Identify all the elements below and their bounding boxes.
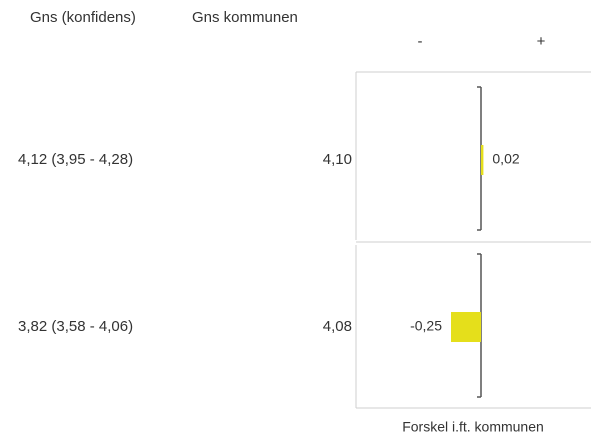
bar [481, 145, 484, 175]
column-header: Gns kommunen [192, 9, 298, 26]
value-label: -0,25 [410, 318, 442, 334]
municipality-average: 4,08 [323, 318, 352, 335]
column-header: Gns (konfidens) [30, 9, 136, 26]
x-axis-label: Forskel i.ft. kommunen [402, 419, 544, 435]
minus-header: - [418, 33, 423, 50]
average-ci: 3,82 (3,58 - 4,06) [18, 318, 133, 335]
plus-header: + [537, 33, 546, 50]
municipality-average: 4,10 [323, 151, 352, 168]
value-label: 0,02 [492, 151, 519, 167]
bar [451, 312, 481, 342]
average-ci: 4,12 (3,95 - 4,28) [18, 151, 133, 168]
